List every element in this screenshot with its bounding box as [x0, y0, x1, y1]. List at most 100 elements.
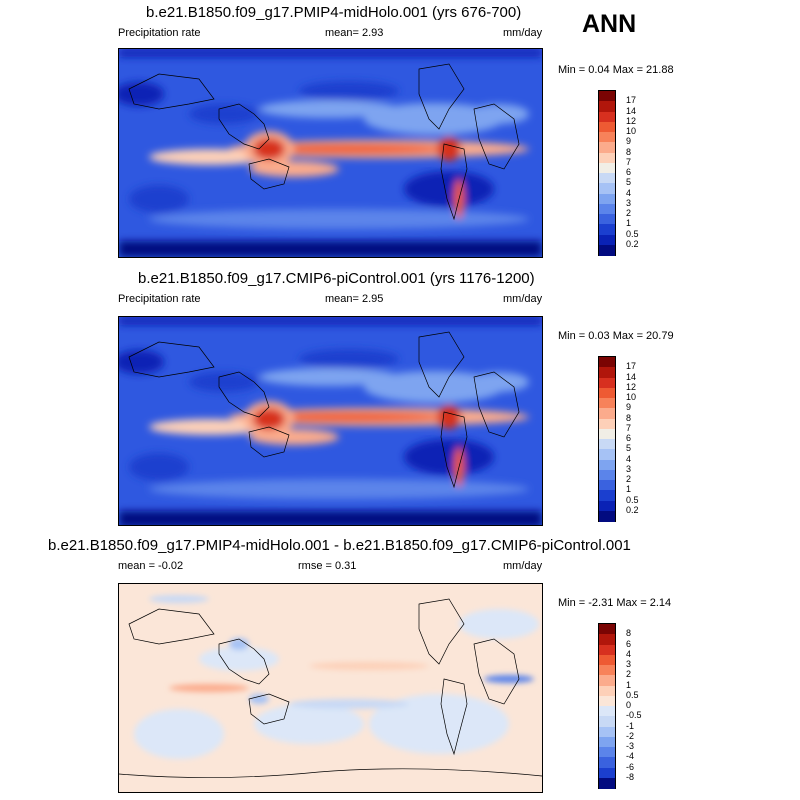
panel1-variable-label: Precipitation rate: [118, 27, 201, 39]
colorbar-segment: [599, 665, 615, 676]
panel3-colorbar: [598, 623, 616, 789]
colorbar-segment: [599, 214, 615, 225]
colorbar-segment: [599, 685, 615, 697]
colorbar-tick-label: 2: [626, 669, 632, 680]
colorbar-segment: [599, 398, 615, 409]
colorbar-segment: [599, 224, 615, 235]
colorbar-tick-label: 3: [626, 197, 632, 208]
colorbar-tick-label: 5: [626, 443, 632, 454]
colorbar-segment: [599, 706, 615, 717]
colorbar-segment: [599, 121, 615, 133]
panel3-title: b.e21.B1850.f09_g17.PMIP4-midHolo.001 - …: [48, 537, 631, 554]
colorbar-segment: [599, 111, 615, 123]
colorbar-tick-label: 0.5: [626, 689, 639, 700]
colorbar-segment: [599, 173, 615, 184]
colorbar-tick-label: -1: [626, 720, 635, 731]
colorbar-segment: [599, 234, 615, 246]
panel1-minmax: Min = 0.04 Max = 21.88: [558, 64, 674, 76]
colorbar-segment: [599, 152, 615, 164]
colorbar-tick-label: 8: [626, 412, 632, 423]
colorbar-tick-label: 12: [626, 115, 637, 126]
panel1-colorbar: [598, 90, 616, 256]
colorbar-segment: [599, 418, 615, 430]
colorbar-segment: [599, 387, 615, 399]
colorbar-segment: [599, 716, 615, 727]
colorbar-segment: [599, 193, 615, 205]
season-label: ANN: [582, 10, 637, 38]
panel2-units: mm/day: [503, 293, 543, 305]
panel2-minmax: Min = 0.03 Max = 20.79: [558, 330, 674, 342]
colorbar-segment: [599, 777, 615, 789]
colorbar-tick-label: 8: [626, 146, 632, 157]
colorbar-tick-label: 12: [626, 381, 637, 392]
colorbar-segment: [599, 469, 615, 481]
colorbar-segment: [599, 428, 615, 440]
colorbar-segment: [599, 757, 615, 768]
colorbar-segment: [599, 634, 615, 645]
panel2-title: b.e21.B1850.f09_g17.CMIP6-piControl.001 …: [138, 270, 535, 287]
colorbar-segment: [599, 695, 615, 707]
colorbar-segment: [599, 459, 615, 471]
colorbar-segment: [599, 91, 615, 102]
colorbar-tick-label: 7: [626, 156, 632, 167]
colorbar-segment: [599, 162, 615, 174]
colorbar-segment: [599, 726, 615, 738]
colorbar-segment: [599, 500, 615, 512]
panel1-mean-label: mean= 2.93: [325, 27, 384, 39]
colorbar-segment: [599, 767, 615, 779]
colorbar-tick-label: 3: [626, 659, 632, 669]
colorbar-tick-label: -3: [626, 741, 635, 751]
colorbar-tick-label: 10: [626, 392, 637, 402]
colorbar-segment: [599, 624, 615, 635]
colorbar-segment: [599, 408, 615, 419]
colorbar-tick-label: 8: [626, 628, 632, 639]
colorbar-tick-label: 6: [626, 167, 632, 177]
colorbar-tick-label: 0.5: [626, 494, 639, 505]
colorbar-segment: [599, 101, 615, 112]
panel1-title: b.e21.B1850.f09_g17.PMIP4-midHolo.001 (y…: [146, 4, 522, 21]
colorbar-tick-label: -0.5: [626, 710, 642, 721]
panel3-units: mm/day: [503, 560, 543, 572]
panel3-rmse-label: rmse = 0.31: [298, 560, 357, 572]
colorbar-tick-label: 7: [626, 422, 632, 433]
colorbar-segment: [599, 244, 615, 256]
colorbar-tick-label: 17: [626, 95, 637, 106]
colorbar-segment: [599, 183, 615, 194]
colorbar-segment: [599, 644, 615, 656]
colorbar-tick-label: 3: [626, 463, 632, 474]
colorbar-segment: [599, 142, 615, 153]
panel1-units: mm/day: [503, 27, 543, 39]
colorbar-tick-label: 6: [626, 433, 632, 443]
colorbar-tick-label: -2: [626, 730, 635, 741]
colorbar-tick-label: 17: [626, 361, 637, 372]
colorbar-tick-label: 0: [626, 700, 632, 710]
colorbar-segment: [599, 439, 615, 450]
panel3-mean-label: mean = -0.02: [118, 560, 184, 572]
colorbar-tick-label: 2: [626, 208, 632, 218]
colorbar-tick-label: 9: [626, 402, 632, 413]
colorbar-segment: [599, 377, 615, 389]
colorbar-tick-label: 14: [626, 105, 637, 116]
colorbar-tick-label: 1: [626, 679, 632, 690]
colorbar-tick-label: 6: [626, 638, 632, 649]
colorbar-segment: [599, 132, 615, 143]
colorbar-tick-label: 14: [626, 371, 637, 382]
colorbar-segment: [599, 203, 615, 215]
panel2-colorbar: [598, 356, 616, 522]
colorbar-tick-label: 4: [626, 187, 632, 198]
colorbar-tick-label: 9: [626, 136, 632, 147]
colorbar-tick-label: 2: [626, 474, 632, 484]
panel2-variable-label: Precipitation rate: [118, 293, 201, 305]
colorbar-segment: [599, 367, 615, 378]
colorbar-segment: [599, 449, 615, 460]
colorbar-tick-label: -4: [626, 751, 635, 762]
colorbar-segment: [599, 490, 615, 501]
colorbar-segment: [599, 480, 615, 491]
colorbar-segment: [599, 510, 615, 522]
colorbar-segment: [599, 747, 615, 758]
panel2-mean-label: mean= 2.95: [325, 293, 384, 305]
colorbar-tick-label: 4: [626, 648, 632, 659]
colorbar-segment: [599, 736, 615, 748]
colorbar-tick-label: 1: [626, 218, 632, 229]
colorbar-segment: [599, 675, 615, 686]
